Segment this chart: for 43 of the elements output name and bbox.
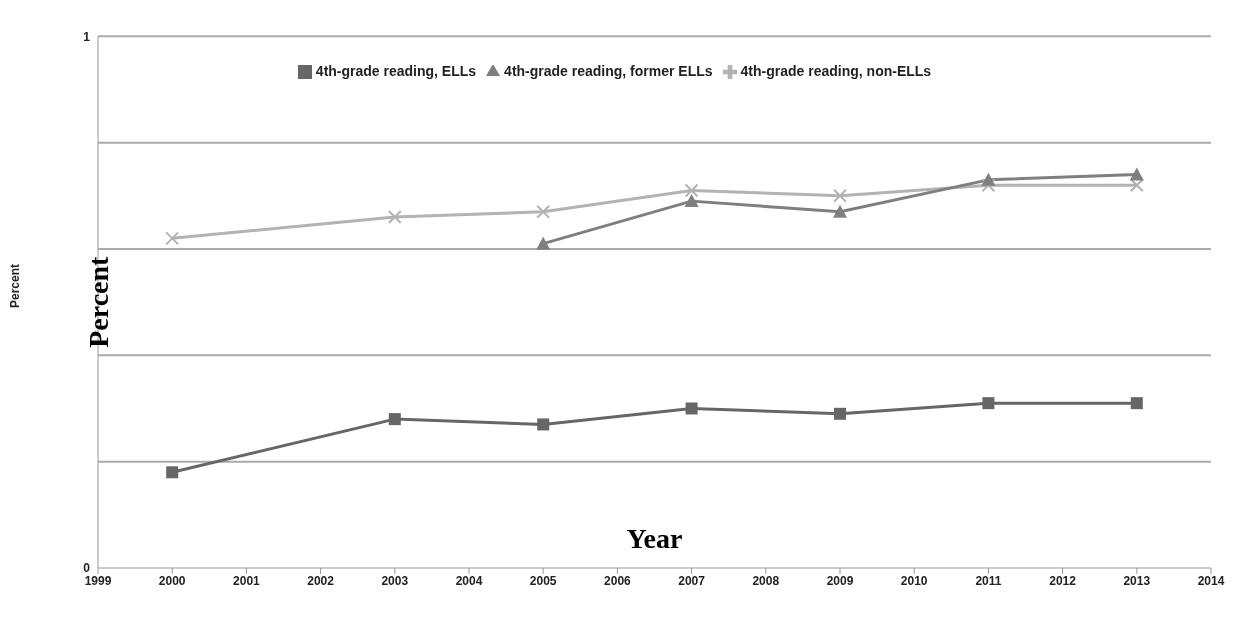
x-tick-label: 2004: [455, 573, 483, 588]
x-tick-label: 2011: [975, 573, 1002, 588]
x-tick-label: 2005: [529, 573, 557, 588]
x-tick-label: 2014: [1197, 573, 1225, 588]
point: [537, 418, 550, 431]
text: Percent: [8, 263, 22, 308]
point: [165, 231, 180, 246]
x-tick-label: 2010: [900, 573, 928, 588]
point: [1129, 167, 1144, 181]
x-tick-label: 2001: [233, 573, 261, 588]
x-tick-label: 2012: [1049, 573, 1077, 588]
point: [536, 236, 551, 250]
point: [981, 178, 996, 193]
y-tick-label: 1: [83, 29, 91, 44]
point: [833, 188, 847, 203]
x-tick-label: 2013: [1123, 573, 1151, 588]
legend-label: 4th-grade reading, former ELLs: [504, 63, 713, 79]
x-axis-title: Year: [626, 522, 683, 554]
x-tick-label: 2000: [158, 573, 186, 588]
x-tick-label: 1999: [84, 573, 112, 588]
x-tick-label: 2006: [604, 573, 632, 588]
point: [1130, 397, 1143, 410]
y-axis-title: Percent: [82, 255, 114, 348]
legend-label: 4th-grade reading, ELLs: [315, 63, 477, 79]
point: [834, 407, 846, 420]
point: [833, 204, 847, 218]
x-tick-label: 2008: [752, 573, 780, 588]
point: [536, 204, 551, 219]
x-tick-label: 2002: [307, 573, 335, 588]
legend-label: 4th-grade reading, non-ELLs: [740, 63, 932, 79]
x-tick-label: 2007: [678, 573, 706, 588]
x-tick-label: 2003: [381, 573, 409, 588]
point: [1129, 178, 1144, 193]
y-tick-label: 0: [83, 561, 91, 576]
point: [388, 413, 401, 426]
point: [982, 397, 995, 410]
point: [685, 402, 698, 415]
point: [981, 172, 996, 186]
point: [684, 194, 699, 208]
point: [166, 466, 179, 479]
point: [684, 183, 699, 198]
x-tick-label: 2009: [826, 573, 854, 588]
point: [387, 210, 402, 225]
